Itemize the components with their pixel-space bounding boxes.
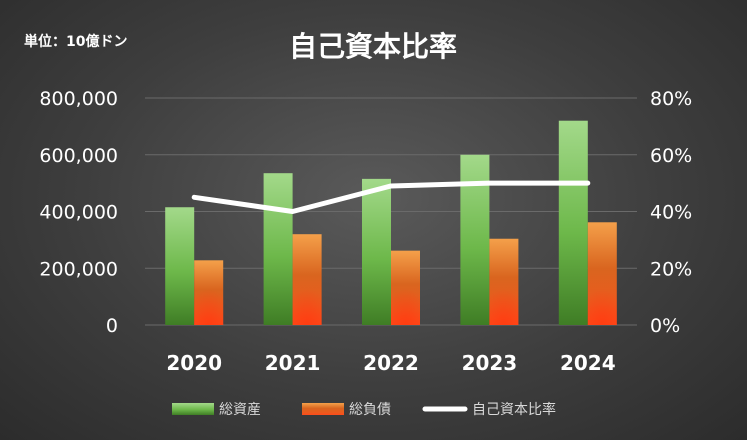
bar-total-assets xyxy=(558,120,588,325)
bar-total-assets xyxy=(165,207,195,325)
left-tick-label: 400,000 xyxy=(39,202,118,224)
left-tick-label: 200,000 xyxy=(39,258,118,280)
ratio-line xyxy=(191,180,591,214)
left-tick-label: 600,000 xyxy=(39,145,118,167)
bars xyxy=(165,120,617,325)
right-tick-label: 60% xyxy=(650,145,692,167)
x-axis-ticks: 2020 2021 2022 2023 2024 xyxy=(166,351,615,375)
legend-swatch xyxy=(302,403,344,415)
right-tick-label: 40% xyxy=(650,202,692,224)
bar-glow xyxy=(587,285,617,325)
legend-label: 総負債 xyxy=(349,402,391,418)
x-tick-label: 2024 xyxy=(560,351,616,375)
bar-glow xyxy=(194,285,224,325)
x-tick-label: 2021 xyxy=(265,351,321,375)
legend-label: 自己資本比率 xyxy=(472,401,556,418)
legend-total-assets: 総資産 xyxy=(172,402,261,418)
chart-title: 自己資本比率 xyxy=(289,30,457,63)
left-tick-label: 800,000 xyxy=(39,88,118,110)
bar-total-assets xyxy=(263,173,293,325)
left-axis-ticks: 0 200,000 400,000 600,000 800,000 xyxy=(39,88,118,337)
right-tick-label: 20% xyxy=(650,258,692,280)
bar-glow xyxy=(489,285,519,325)
right-tick-label: 80% xyxy=(650,88,692,110)
x-tick-label: 2022 xyxy=(363,351,419,375)
bar-glow xyxy=(391,285,420,325)
left-tick-label: 0 xyxy=(106,315,118,337)
bar-glow xyxy=(292,285,322,325)
legend-total-liabilities: 総負債 xyxy=(302,402,391,418)
legend-swatch xyxy=(172,403,214,415)
legend-label: 総資産 xyxy=(219,402,261,418)
bar-total-assets xyxy=(460,154,490,325)
bar-total-assets xyxy=(362,178,391,325)
unit-label: 単位：10億ドン xyxy=(24,33,127,50)
x-tick-label: 2023 xyxy=(462,351,518,375)
right-tick-label: 0% xyxy=(650,315,680,337)
right-axis-ticks: 0% 20% 40% 60% 80% xyxy=(650,88,692,337)
legend: 総資産 総負債 自己資本比率 xyxy=(172,401,556,418)
x-tick-label: 2020 xyxy=(166,351,222,375)
legend-equity-ratio: 自己資本比率 xyxy=(422,401,556,418)
